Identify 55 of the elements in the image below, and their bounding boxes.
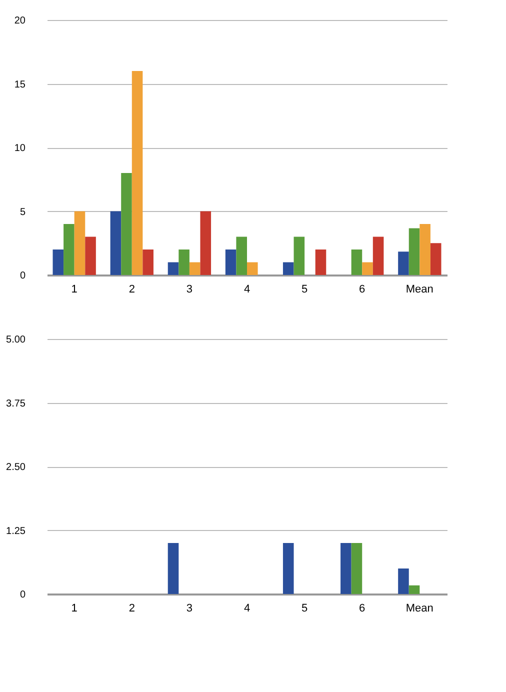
x-tick-label: 4 [244,602,250,614]
y-tick-label: 0 [20,590,26,600]
bar [85,236,96,275]
bar [142,250,154,275]
bar [121,173,132,275]
bar [168,543,179,594]
bar [74,211,86,275]
bar [430,243,442,275]
y-tick-label: 3.75 [6,398,26,410]
x-tick-label: Mean [406,602,434,614]
bar [189,262,200,275]
y-tick-label: 15 [14,79,26,90]
y-tick-label: 10 [14,143,26,154]
bar [52,250,64,275]
bar [398,252,409,275]
bar [247,262,258,275]
y-tick-label: 0 [20,270,26,282]
x-tick-label: 6 [359,602,366,614]
bar [351,543,362,594]
bar [372,236,384,275]
bar [178,250,190,275]
x-tick-label: 1 [71,602,78,614]
bar [64,224,74,275]
bar [420,224,430,275]
x-tick-label: 3 [186,602,193,614]
x-tick-label: 4 [244,284,250,296]
y-tick-label: 20 [14,16,26,26]
y-tick-label: 5.00 [6,334,26,346]
bar [351,250,362,275]
x-tick-label: 1 [71,284,78,296]
bar [200,211,212,275]
x-tick-label: 5 [301,602,308,614]
bar [315,250,326,275]
y-tick-label: 5 [20,206,26,218]
bar [362,262,373,275]
bar [408,585,420,594]
bar [110,211,122,275]
x-tick-label: 5 [301,284,308,296]
x-tick-label: 6 [359,284,366,296]
y-tick-label: 1.25 [6,526,26,537]
bar [340,543,352,594]
bar [282,262,294,275]
x-tick-label: 2 [128,602,135,614]
x-tick-label: 3 [186,284,193,296]
bar [225,250,236,275]
y-tick-label: 2.50 [6,462,26,473]
bar [408,228,420,275]
bar [168,262,179,275]
bar [236,236,247,275]
bar [132,71,143,275]
bar [398,568,409,594]
x-tick-label: 2 [128,284,135,296]
bar [282,543,294,594]
bar [294,236,305,275]
x-tick-label: Mean [406,284,434,296]
